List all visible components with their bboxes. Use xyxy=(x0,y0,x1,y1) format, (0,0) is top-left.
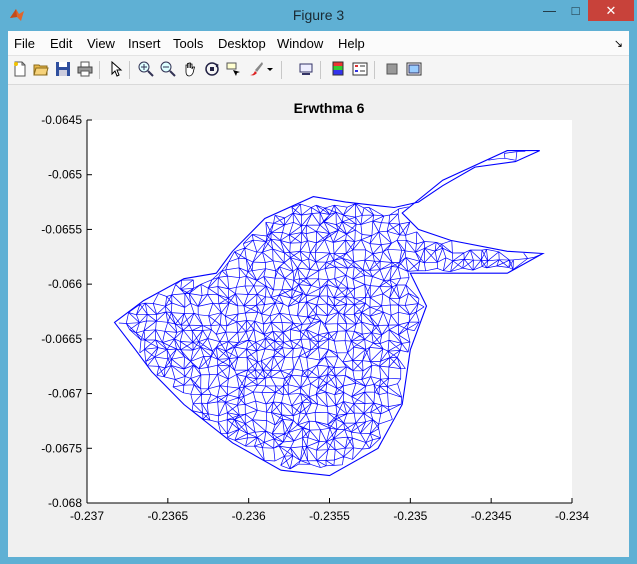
colorbar-icon[interactable] xyxy=(328,59,348,79)
minimize-icon: — xyxy=(543,3,556,18)
x-tick-label: -0.234 xyxy=(555,509,589,523)
x-tick-label: -0.2355 xyxy=(309,509,350,523)
select-arrow-icon[interactable] xyxy=(106,59,126,79)
y-tick-label: -0.0655 xyxy=(41,222,82,236)
mesh-wireframe xyxy=(113,150,545,477)
x-tick-label: -0.2365 xyxy=(147,509,188,523)
rotate-3d-icon[interactable] xyxy=(202,59,222,79)
figure-canvas: -0.237 -0.2365 -0.236 -0.2355 -0.235 -0.2345 -… xyxy=(8,85,629,557)
menu-edit[interactable]: Edit xyxy=(50,36,73,51)
open-file-icon[interactable] xyxy=(31,59,51,79)
tick-marks: -0.237 -0.2365 -0.236 -0.2355 -0.235 -0.2345 -… xyxy=(41,113,589,523)
brush-dropdown-icon[interactable] xyxy=(264,59,276,79)
menu-insert[interactable]: Insert xyxy=(128,36,161,51)
print-icon[interactable] xyxy=(75,59,95,79)
figure-client: File Edit View Insert Tools Desktop Wind… xyxy=(8,31,629,557)
menu-bar: File Edit View Insert Tools Desktop Wind… xyxy=(8,31,629,56)
hide-plot-tools-icon[interactable] xyxy=(382,59,402,79)
menu-desktop[interactable]: Desktop xyxy=(218,36,266,51)
toolbar-separator xyxy=(281,61,282,79)
toolbar-separator xyxy=(320,61,321,79)
zoom-out-icon[interactable] xyxy=(158,59,178,79)
title-bar[interactable]: Figure 3 — □ ✕ xyxy=(0,0,637,31)
figure-toolbar xyxy=(8,56,629,85)
new-figure-icon[interactable] xyxy=(10,59,30,79)
close-icon: ✕ xyxy=(605,2,617,18)
toolbar-separator xyxy=(374,61,375,79)
toolbar-separator xyxy=(99,61,100,79)
close-button[interactable]: ✕ xyxy=(588,0,634,21)
mesh-edges xyxy=(118,150,543,470)
maximize-button[interactable]: □ xyxy=(562,0,589,21)
dock-arrow-icon[interactable]: ↘ xyxy=(613,38,623,50)
show-plot-tools-icon[interactable] xyxy=(404,59,424,79)
legend-icon[interactable] xyxy=(350,59,370,79)
matlab-logo-icon xyxy=(10,9,24,21)
toolbar-separator xyxy=(129,61,130,79)
mesh-outline xyxy=(113,150,545,477)
y-tick-label: -0.066 xyxy=(48,277,82,291)
x-tick-label: -0.236 xyxy=(232,509,266,523)
axes-background xyxy=(87,120,572,503)
menu-help[interactable]: Help xyxy=(338,36,365,51)
data-cursor-icon[interactable] xyxy=(224,59,244,79)
y-tick-label: -0.067 xyxy=(48,387,82,401)
maximize-icon: □ xyxy=(571,3,580,18)
y-tick-label: -0.0645 xyxy=(41,113,82,127)
brush-icon[interactable] xyxy=(246,59,266,79)
x-tick-label: -0.2345 xyxy=(471,509,512,523)
minimize-button[interactable]: — xyxy=(536,0,563,21)
y-tick-label: -0.065 xyxy=(48,168,82,182)
x-tick-label: -0.237 xyxy=(70,509,104,523)
x-tick-label: -0.235 xyxy=(393,509,427,523)
y-tick-label: -0.0675 xyxy=(41,441,82,455)
chart-title: Erwthma 6 xyxy=(294,100,365,116)
zoom-in-icon[interactable] xyxy=(136,59,156,79)
menu-tools[interactable]: Tools xyxy=(173,36,204,51)
menu-window[interactable]: Window xyxy=(277,36,324,51)
menu-view[interactable]: View xyxy=(87,36,115,51)
y-tick-label: -0.0665 xyxy=(41,332,82,346)
menu-file[interactable]: File xyxy=(14,36,35,51)
save-icon[interactable] xyxy=(53,59,73,79)
y-tick-label: -0.068 xyxy=(48,496,82,510)
pan-hand-icon[interactable] xyxy=(180,59,200,79)
window-title: Figure 3 xyxy=(292,7,345,23)
axes-svg[interactable]: -0.237 -0.2365 -0.236 -0.2355 -0.235 -0.2345 -… xyxy=(8,85,629,557)
link-plot-icon[interactable] xyxy=(296,59,316,79)
